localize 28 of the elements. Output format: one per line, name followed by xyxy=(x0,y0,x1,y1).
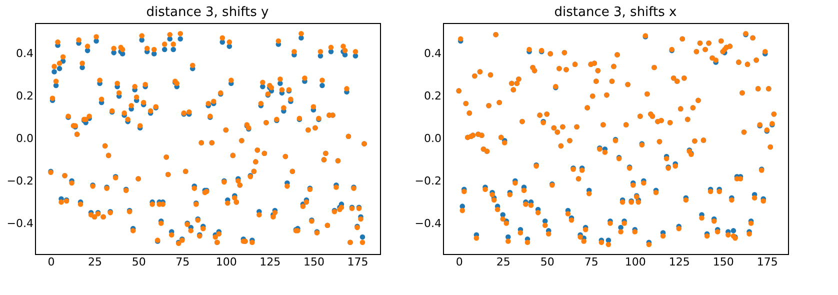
x-tick-label: 50 xyxy=(540,256,554,268)
y-tick-label: 0.4 xyxy=(16,47,34,60)
x-tick-label: 150 xyxy=(712,256,734,268)
x-tick-label: 75 xyxy=(176,256,190,268)
x-tick-label: 0 xyxy=(48,256,55,268)
y-tick-label: 0.2 xyxy=(424,90,442,103)
x-tick-label: 125 xyxy=(668,256,690,268)
y-tick-label: −0.2 xyxy=(414,174,442,188)
y-tick-label: 0.0 xyxy=(424,132,442,145)
x-tick-label: 125 xyxy=(260,256,281,268)
y-tick-label: 0.4 xyxy=(424,47,442,60)
x-tick-label: 175 xyxy=(347,256,368,268)
chart-title: distance 3, shifts x xyxy=(554,5,678,20)
x-tick-label: 100 xyxy=(624,256,646,268)
y-tick-label: −0.4 xyxy=(6,216,34,230)
y-tick-label: −0.2 xyxy=(6,174,34,188)
y-tick-label: 0.2 xyxy=(16,90,34,103)
y-tick-label: −0.4 xyxy=(414,216,442,230)
x-tick-label: 25 xyxy=(88,256,102,268)
x-tick-label: 25 xyxy=(496,256,510,268)
x-tick-label: 175 xyxy=(756,256,778,268)
x-tick-label: 0 xyxy=(456,256,463,268)
x-tick-label: 50 xyxy=(132,256,146,268)
x-tick-label: 150 xyxy=(303,256,324,268)
x-tick-label: 75 xyxy=(584,256,598,268)
y-tick-label: 0.0 xyxy=(16,132,34,145)
chart-title: distance 3, shifts y xyxy=(146,5,270,20)
x-tick-label: 100 xyxy=(216,256,237,268)
